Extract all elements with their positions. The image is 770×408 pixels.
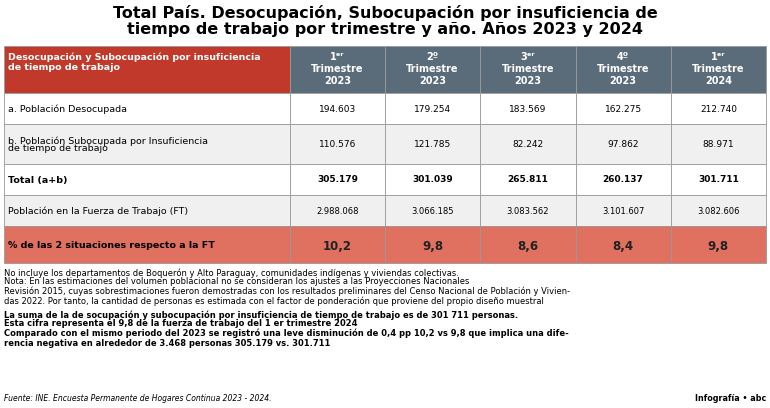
Bar	[385, 93, 480, 124]
Text: de tiempo de trabajo: de tiempo de trabajo	[8, 144, 108, 153]
Text: 2.988.068: 2.988.068	[316, 206, 359, 215]
Text: Trimestre: Trimestre	[311, 64, 363, 74]
Bar	[385, 46, 480, 93]
Text: 110.576: 110.576	[319, 140, 356, 149]
Bar	[575, 164, 671, 195]
Bar	[480, 46, 575, 93]
Text: Fuente: INE. Encuesta Permanente de Hogares Continua 2023 - 2024.: Fuente: INE. Encuesta Permanente de Hoga…	[4, 394, 272, 403]
Text: 194.603: 194.603	[319, 104, 356, 113]
Bar	[4, 124, 290, 164]
Text: Trimestre: Trimestre	[501, 64, 554, 74]
Text: 3.101.607: 3.101.607	[602, 206, 644, 215]
Text: 3.066.185: 3.066.185	[411, 206, 454, 215]
Text: 2024: 2024	[705, 76, 732, 86]
Bar	[575, 124, 671, 164]
Text: 265.811: 265.811	[507, 175, 548, 184]
Bar	[480, 226, 575, 263]
Text: 2023: 2023	[419, 76, 446, 86]
Text: 212.740: 212.740	[700, 104, 737, 113]
Bar	[480, 124, 575, 164]
Text: 3.083.562: 3.083.562	[507, 206, 549, 215]
Bar	[290, 164, 385, 195]
Bar	[671, 226, 766, 263]
Bar	[290, 93, 385, 124]
Bar	[4, 195, 290, 226]
Text: 121.785: 121.785	[414, 140, 451, 149]
Bar	[4, 226, 290, 263]
Text: 8,6: 8,6	[517, 240, 538, 253]
Bar	[290, 226, 385, 263]
Text: Trimestre: Trimestre	[692, 64, 745, 74]
Text: 3.082.606: 3.082.606	[697, 206, 740, 215]
Text: 301.039: 301.039	[412, 175, 453, 184]
Bar	[575, 46, 671, 93]
Text: 301.711: 301.711	[698, 175, 738, 184]
Bar	[575, 195, 671, 226]
Text: 10,2: 10,2	[323, 240, 352, 253]
Bar	[385, 226, 480, 263]
Bar	[575, 226, 671, 263]
Text: 1ᵉʳ: 1ᵉʳ	[711, 52, 725, 62]
Bar	[671, 195, 766, 226]
Text: 2023: 2023	[514, 76, 541, 86]
Text: Total País. Desocupación, Subocupación por insuficiencia de: Total País. Desocupación, Subocupación p…	[112, 5, 658, 21]
Text: 8,4: 8,4	[613, 240, 634, 253]
Text: Población en la Fuerza de Trabajo (FT): Población en la Fuerza de Trabajo (FT)	[8, 206, 188, 216]
Bar	[4, 93, 290, 124]
Text: 88.971: 88.971	[702, 140, 734, 149]
Text: No incluye los departamentos de Boquerón y Alto Paraguay, comunidades indígenas : No incluye los departamentos de Boquerón…	[4, 268, 459, 277]
Bar	[290, 124, 385, 164]
Text: 9,8: 9,8	[708, 240, 729, 253]
Text: 2º: 2º	[427, 52, 439, 62]
Text: 2023: 2023	[610, 76, 637, 86]
Text: 97.862: 97.862	[608, 140, 639, 149]
Text: 162.275: 162.275	[604, 104, 641, 113]
Bar	[480, 93, 575, 124]
Text: 9,8: 9,8	[422, 240, 444, 253]
Text: a. Población Desocupada: a. Población Desocupada	[8, 104, 127, 114]
Text: 260.137: 260.137	[603, 175, 644, 184]
Text: 82.242: 82.242	[512, 140, 544, 149]
Bar	[671, 164, 766, 195]
Bar	[4, 46, 290, 93]
Text: b. Población Subocupada por Insuficiencia: b. Población Subocupada por Insuficienci…	[8, 136, 208, 146]
Text: 305.179: 305.179	[317, 175, 358, 184]
Text: tiempo de trabajo por trimestre y año. Años 2023 y 2024: tiempo de trabajo por trimestre y año. A…	[127, 22, 643, 37]
Bar	[385, 195, 480, 226]
Bar	[290, 195, 385, 226]
Text: Esta cifra representa el 9,8 de la fuerza de trabajo del 1 er trimestre 2024: Esta cifra representa el 9,8 de la fuerz…	[4, 319, 357, 328]
Text: Nota: En las estimaciones del volumen poblacional no se consideran los ajustes a: Nota: En las estimaciones del volumen po…	[4, 277, 470, 286]
Text: Total (a+b): Total (a+b)	[8, 175, 68, 184]
Text: rencia negativa en alrededor de 3.468 personas 305.179 vs. 301.711: rencia negativa en alrededor de 3.468 pe…	[4, 339, 330, 348]
Text: 1ᵉʳ: 1ᵉʳ	[330, 52, 345, 62]
Bar	[671, 124, 766, 164]
Bar	[671, 46, 766, 93]
Text: Comparado con el mismo periodo del 2023 se registró una leve disminución de 0,4 : Comparado con el mismo periodo del 2023 …	[4, 329, 569, 339]
Text: Desocupación y Subocupación por insuficiencia
de tiempo de trabajo: Desocupación y Subocupación por insufici…	[8, 52, 260, 72]
Text: La suma de la de socupación y subocupación por insuficiencia de tiempo de trabaj: La suma de la de socupación y subocupaci…	[4, 310, 518, 319]
Bar	[671, 93, 766, 124]
Text: 183.569: 183.569	[509, 104, 547, 113]
Text: Trimestre: Trimestre	[407, 64, 459, 74]
Text: Revisión 2015, cuyas sobrestimaciones fueron demostradas con los resultados prel: Revisión 2015, cuyas sobrestimaciones fu…	[4, 287, 570, 297]
Bar	[290, 46, 385, 93]
Bar	[480, 195, 575, 226]
Bar	[575, 93, 671, 124]
Bar	[480, 164, 575, 195]
Text: Trimestre: Trimestre	[597, 64, 649, 74]
Text: 179.254: 179.254	[414, 104, 451, 113]
Bar	[385, 164, 480, 195]
Bar	[385, 124, 480, 164]
Bar	[4, 164, 290, 195]
Text: Infografía • abc: Infografía • abc	[695, 394, 766, 403]
Text: 3ᵉʳ: 3ᵉʳ	[521, 52, 535, 62]
Text: 2023: 2023	[324, 76, 351, 86]
Text: 4º: 4º	[617, 52, 629, 62]
Text: das 2022. Por tanto, la cantidad de personas es estimada con el factor de ponder: das 2022. Por tanto, la cantidad de pers…	[4, 297, 544, 306]
Text: % de las 2 situaciones respecto a la FT: % de las 2 situaciones respecto a la FT	[8, 240, 215, 250]
